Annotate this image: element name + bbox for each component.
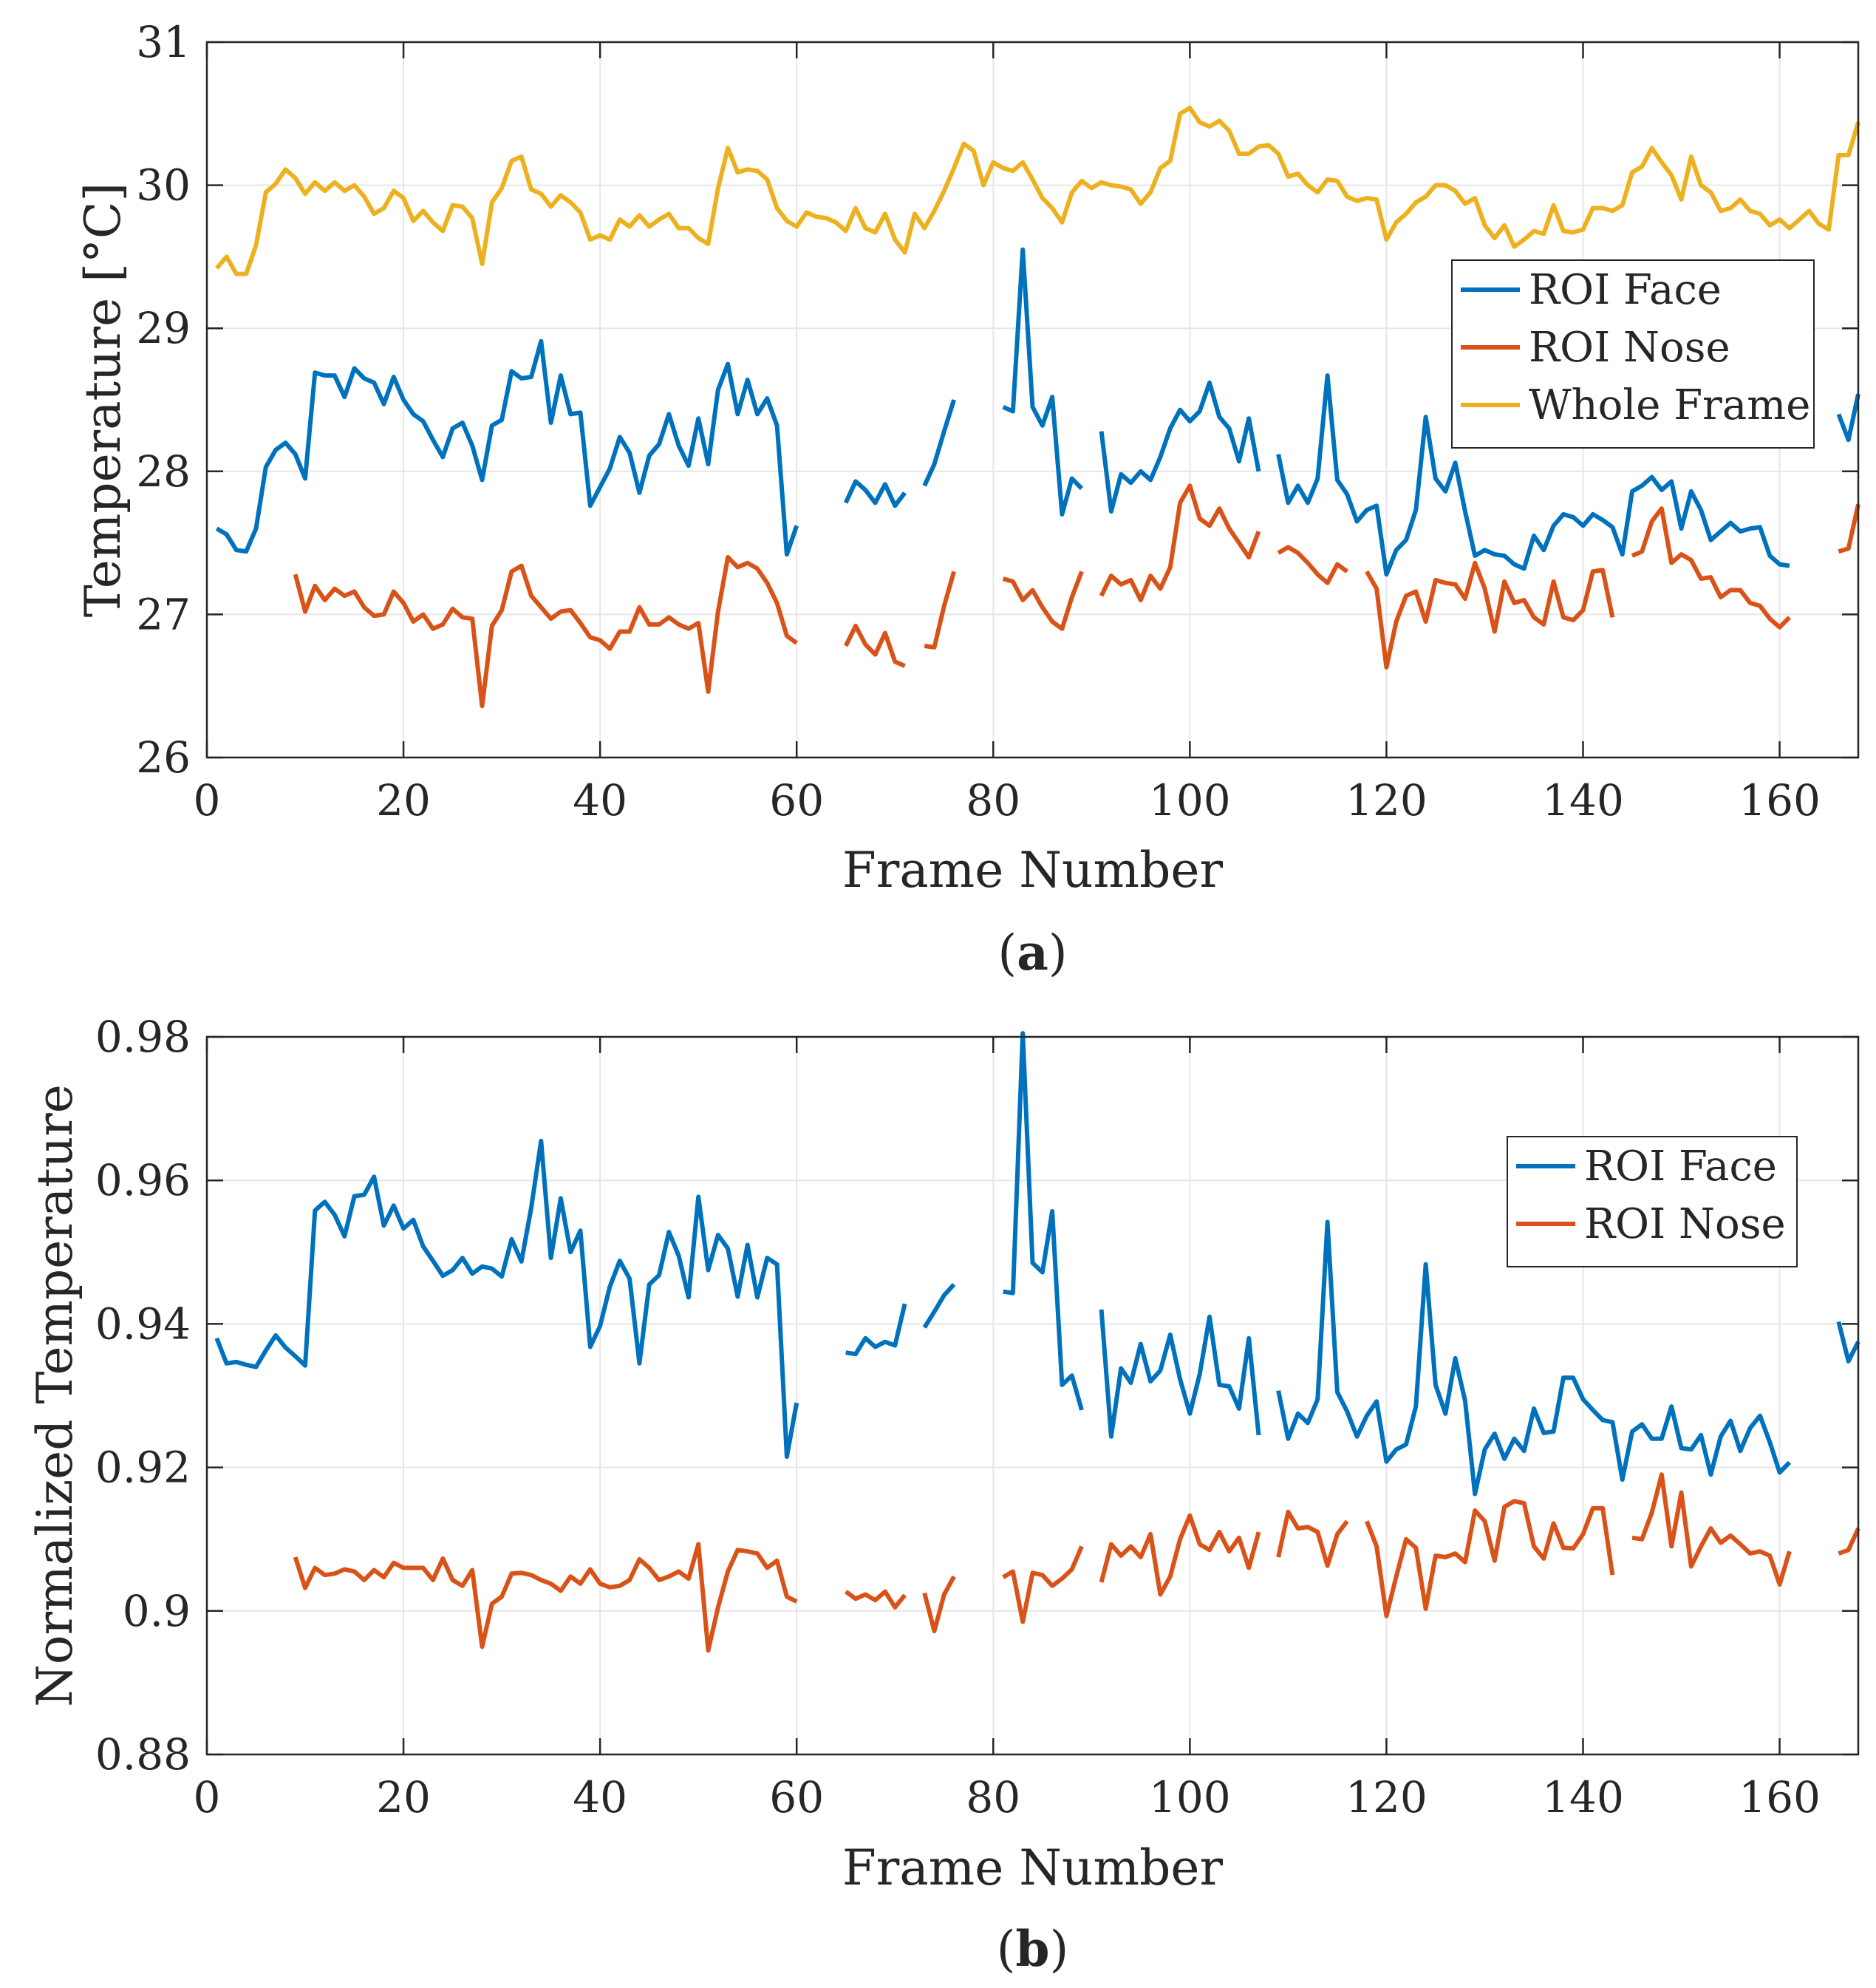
series-line-roi-nose-a [293, 483, 1860, 709]
y-tick-label-3-a: 29 [136, 303, 191, 353]
y-tick-label-0-b: 0.88 [95, 1729, 191, 1780]
y-tick-label-0-a: 26 [136, 732, 191, 783]
y-tick-label-5-a: 31 [136, 17, 191, 67]
y-ticks-b: 0.88 0.9 0.92 0.94 0.96 0.98 [95, 1012, 1858, 1780]
axes-box-a [205, 41, 1860, 759]
legend-label-roi-face-b: ROI Face [1584, 1143, 1777, 1191]
x-tick-label-160-a: 160 [1739, 775, 1821, 826]
y-tick-label-4-a: 30 [136, 160, 191, 211]
series-line-roi-nose-b [293, 1472, 1860, 1653]
x-tick-label-80-b: 80 [966, 1772, 1020, 1822]
panel-label-a: (a) [997, 924, 1067, 981]
x-tick-label-40-a: 40 [573, 775, 627, 826]
legend-b: ROI Face ROI Nose [1507, 1136, 1798, 1267]
series-layer-b [214, 1031, 1860, 1653]
x-tick-label-120-b: 120 [1345, 1772, 1428, 1822]
panel-letter-b: b [1015, 1920, 1049, 1978]
legend-label-whole-frame-a: Whole Frame [1529, 381, 1810, 429]
y-tick-label-2-b: 0.92 [95, 1443, 191, 1493]
x-tick-label-60-b: 60 [769, 1772, 824, 1822]
x-axis-label-a: Frame Number [842, 842, 1223, 899]
y-tick-label-2-a: 28 [136, 446, 191, 497]
legend-a: ROI Face ROI Nose Whole Frame [1451, 259, 1815, 449]
x-tick-label-160-b: 160 [1739, 1772, 1821, 1822]
legend-label-roi-nose-b: ROI Nose [1584, 1200, 1786, 1248]
panel-label-b: (b) [997, 1920, 1069, 1978]
legend-label-roi-face-a: ROI Face [1529, 266, 1722, 314]
x-tick-label-120-a: 120 [1345, 775, 1428, 826]
y-tick-label-4-b: 0.96 [95, 1155, 191, 1205]
x-tick-label-20-a: 20 [376, 775, 431, 826]
y-tick-label-1-a: 27 [136, 589, 191, 639]
y-axis-label-a: Temperature [°C] [75, 183, 132, 617]
legend-label-roi-nose-a: ROI Nose [1529, 324, 1730, 372]
x-tick-label-0-b: 0 [194, 1772, 221, 1822]
legend-box-b [1507, 1136, 1798, 1267]
x-tick-label-100-a: 100 [1149, 775, 1231, 826]
x-axis-label-b: Frame Number [842, 1839, 1223, 1896]
x-tick-label-80-a: 80 [966, 775, 1020, 826]
series-line-roi-face-b [214, 1031, 1860, 1497]
chart-normalized-temperature: 0 20 40 60 80 100 120 140 160 0.88 0.9 0.92 0.94 0.9… [27, 1012, 1860, 1978]
x-tick-label-60-a: 60 [769, 775, 824, 826]
x-tick-label-140-a: 140 [1542, 775, 1624, 826]
series-layer-a [215, 106, 1860, 709]
x-ticks-b: 0 20 40 60 80 100 120 140 160 [194, 1037, 1821, 1822]
panel-letter-a: a [1017, 924, 1048, 981]
x-tick-label-100-b: 100 [1149, 1772, 1231, 1822]
y-tick-label-3-b: 0.94 [95, 1298, 191, 1349]
y-ticks-a: 26 27 28 29 30 31 [136, 17, 1858, 783]
axes-box-b [205, 1035, 1860, 1756]
x-tick-label-40-b: 40 [573, 1772, 627, 1822]
y-tick-label-5-b: 0.98 [95, 1012, 191, 1062]
y-axis-label-b: Normalized Temperature [27, 1084, 83, 1707]
x-tick-label-0-a: 0 [194, 775, 221, 826]
series-line-whole-frame-a [215, 106, 1860, 276]
series-line-roi-face-a [215, 247, 1860, 577]
x-tick-label-20-b: 20 [376, 1772, 431, 1822]
x-ticks-a: 0 20 40 60 80 100 120 140 160 [194, 42, 1821, 826]
x-tick-label-140-b: 140 [1542, 1772, 1624, 1822]
chart-temperature: 0 20 40 60 80 100 120 140 160 26 27 28 29 30 31 Frame… [75, 17, 1860, 981]
y-tick-label-1-b: 0.9 [123, 1586, 191, 1636]
